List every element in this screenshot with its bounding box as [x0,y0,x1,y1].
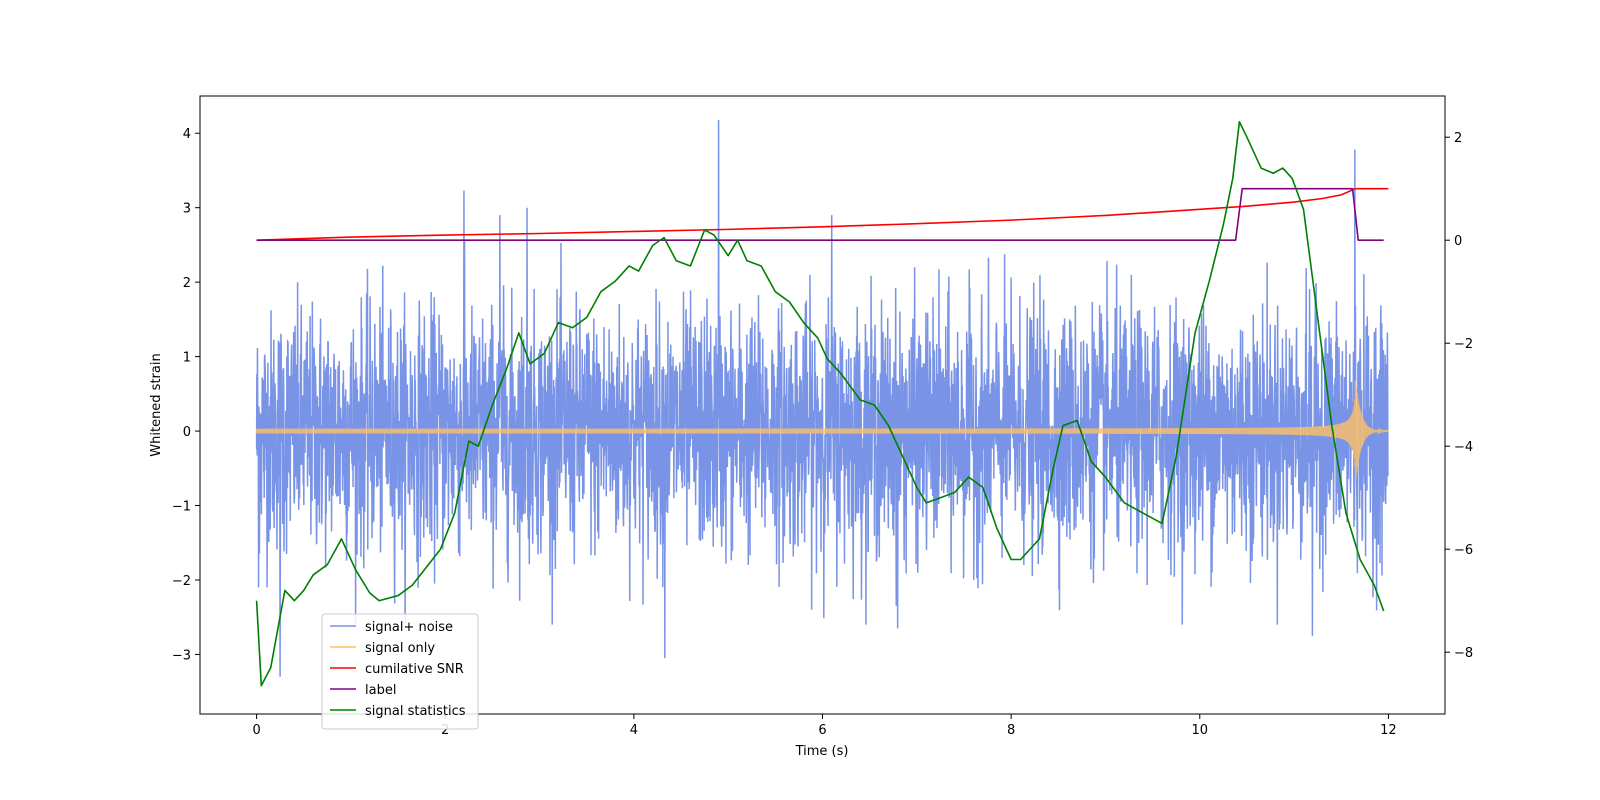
y2-tick-label: −8 [1454,646,1473,661]
legend-box [321,613,479,730]
legend-label: cumilative SNR [365,662,464,677]
series-signal-plus-noise [255,119,1389,677]
legend-label: signal+ noise [365,620,453,635]
plot-area [255,119,1389,687]
y-tick-label: −1 [172,500,191,515]
y-tick-label: 0 [183,425,191,440]
legend-label: signal only [365,641,435,656]
y-tick-label: −3 [172,648,191,663]
y2-tick-label: 0 [1454,234,1462,249]
series-signal-only [255,380,1389,478]
y-tick-label: 3 [183,202,191,217]
y2-tick-label: 2 [1454,131,1462,146]
x-axis-label: Time (s) [795,744,849,759]
legend: signal+ noise signal only cumilative SNR la… [321,613,479,730]
series-cumilative-snr [256,187,1389,241]
y-tick-label: −2 [172,574,191,589]
x-tick-label: 10 [1191,723,1208,738]
legend-label: signal statistics [365,704,466,719]
y-axis-label: Whitened strain [149,353,164,456]
y-tick-label: 4 [183,127,191,142]
x-tick-label: 6 [818,723,826,738]
y-tick-label: 1 [183,351,191,366]
x-tick-label: 4 [630,723,638,738]
x-tick-label: 8 [1007,723,1015,738]
legend-label: label [365,683,396,698]
series-signal-statistics [255,120,1385,687]
x-tick-label: 0 [252,723,260,738]
series-label [256,187,1384,241]
x-tick-label: 2 [441,723,449,738]
x-tick-label: 12 [1380,723,1397,738]
y2-tick-label: −4 [1454,440,1473,455]
y2-tick-label: −2 [1454,337,1473,352]
y-tick-label: 2 [183,276,191,291]
y2-tick-label: −6 [1454,543,1473,558]
